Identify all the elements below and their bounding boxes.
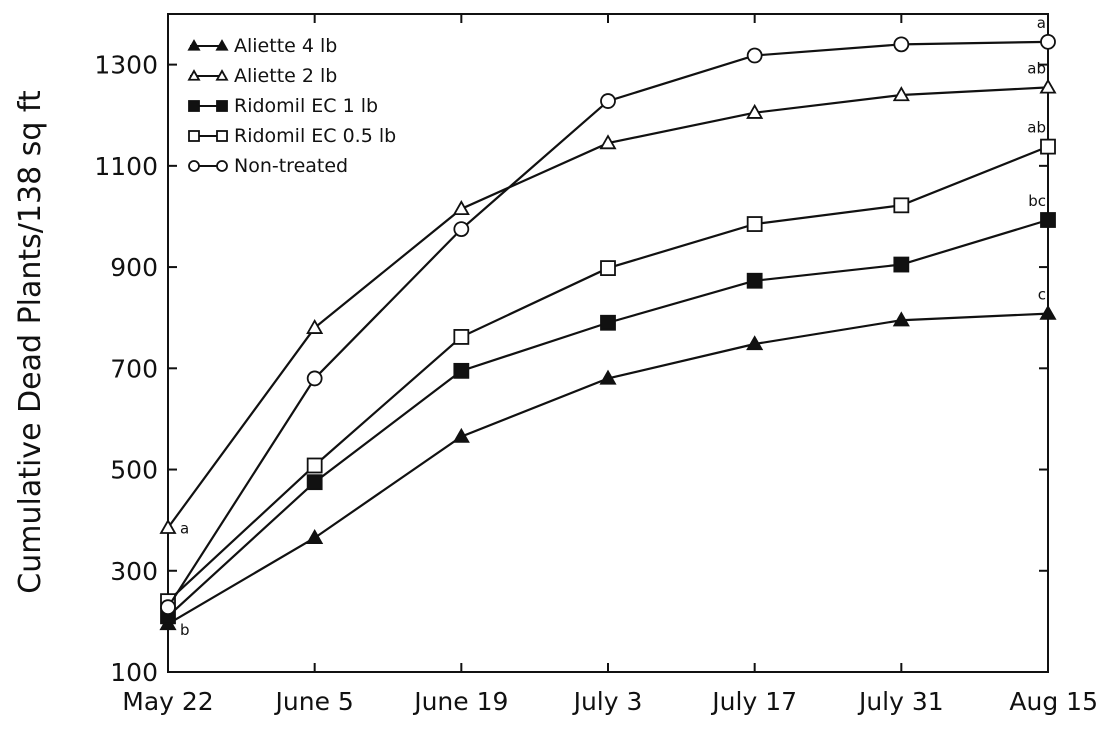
data-point — [452, 427, 470, 443]
legend-item: Non-treated — [188, 155, 348, 177]
data-point — [160, 599, 176, 616]
data-point — [453, 221, 470, 238]
y-tick-label: 1100 — [94, 152, 158, 181]
data-point — [306, 370, 323, 387]
data-point — [1040, 138, 1056, 155]
data-point — [893, 197, 910, 214]
x-tick-label: June 19 — [412, 687, 508, 716]
data-point — [746, 335, 764, 351]
legend-item: Ridomil EC 0.5 lb — [188, 125, 396, 147]
annotation-label: ab — [1027, 59, 1046, 77]
data-point — [599, 134, 617, 150]
data-point — [600, 314, 616, 331]
data-point — [892, 86, 910, 102]
data-point — [893, 256, 910, 273]
legend-marker — [188, 100, 200, 112]
x-axis-ticks: May 22 June 5 June 19 July 3 July 17 July 31 A… — [122, 14, 1098, 716]
legend-label: Aliette 2 lb — [234, 65, 337, 87]
legend-item: Ridomil EC 1 lb — [188, 95, 378, 117]
series-line — [167, 218, 1049, 618]
legend-label: Aliette 4 lb — [234, 35, 337, 57]
legend-label: Ridomil EC 1 lb — [234, 95, 378, 117]
annotation-label: c — [1038, 286, 1046, 304]
data-point — [306, 457, 323, 474]
data-point — [746, 272, 763, 289]
data-point — [1039, 304, 1057, 320]
series-5 — [160, 33, 1056, 616]
y-axis-ticks: 100 300 500 700 900 1100 1300 — [94, 51, 1048, 687]
y-tick-label: 100 — [110, 658, 158, 687]
series-2 — [159, 78, 1057, 534]
legend-marker — [187, 69, 201, 81]
data-point — [746, 216, 763, 232]
x-tick-label: May 22 — [122, 687, 213, 716]
data-point — [452, 200, 470, 216]
data-point — [893, 36, 910, 53]
data-point — [600, 93, 616, 109]
data-point — [1040, 33, 1056, 50]
data-point — [1040, 212, 1056, 228]
annotation-label: bc — [1028, 192, 1046, 210]
x-tick-label: Aug 15 — [1009, 687, 1098, 716]
legend-label: Non-treated — [234, 155, 348, 177]
data-point — [453, 329, 470, 345]
legend-item: Aliette 2 lb — [187, 65, 337, 87]
legend-marker — [188, 160, 200, 172]
x-tick-label: June 5 — [274, 687, 354, 716]
data-point — [600, 260, 616, 276]
annotation-label: a — [1037, 14, 1046, 32]
legend-marker — [216, 100, 228, 112]
series-line — [167, 86, 1049, 529]
data-point — [746, 103, 764, 119]
series-4 — [160, 138, 1056, 610]
y-tick-label: 500 — [110, 456, 158, 485]
x-tick-label: July 17 — [710, 687, 797, 716]
data-point — [159, 518, 177, 534]
series-line — [167, 312, 1049, 625]
y-axis-label: Cumulative Dead Plants/138 sq ft — [13, 90, 48, 594]
data-point — [1039, 78, 1057, 94]
legend-marker — [215, 69, 229, 81]
annotation-label: a — [180, 520, 189, 538]
data-point — [599, 369, 617, 385]
x-tick-label: July 3 — [572, 687, 643, 716]
chart-series — [159, 33, 1057, 631]
y-tick-label: 900 — [110, 253, 158, 282]
annotation-label: ab — [1027, 119, 1046, 137]
series-1 — [159, 304, 1057, 631]
data-point — [306, 319, 324, 334]
data-point — [306, 529, 324, 545]
legend-marker — [188, 130, 200, 142]
data-point — [453, 362, 470, 379]
legend-marker — [216, 130, 228, 142]
y-tick-label: 300 — [110, 557, 158, 586]
y-tick-label: 1300 — [94, 51, 158, 80]
legend-marker — [215, 39, 229, 51]
data-point — [746, 47, 763, 64]
legend-item: Aliette 4 lb — [187, 35, 337, 57]
x-tick-label: July 31 — [857, 687, 944, 716]
data-point — [892, 311, 910, 327]
legend-marker — [187, 39, 201, 51]
legend-label: Ridomil EC 0.5 lb — [234, 125, 396, 147]
y-tick-label: 700 — [110, 354, 158, 383]
annotation-label: b — [180, 621, 190, 639]
data-point — [306, 474, 323, 491]
legend-marker — [216, 160, 228, 172]
chart-legend: Aliette 4 lb Aliette 2 lb Ridomil EC 1 lb R… — [187, 35, 396, 177]
